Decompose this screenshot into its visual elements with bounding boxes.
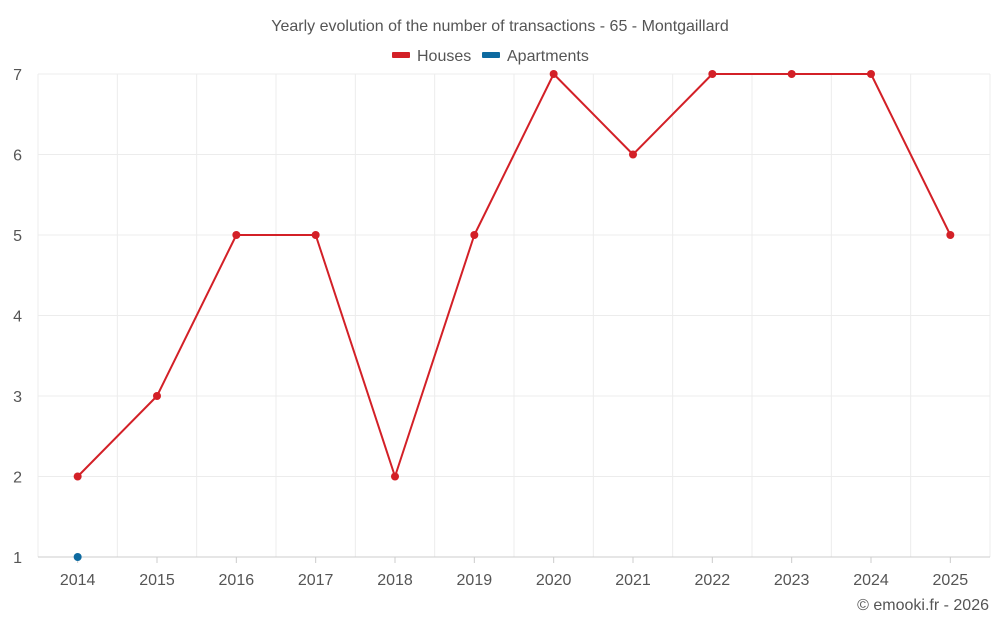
series-layer	[73, 70, 955, 561]
x-tick-label: 2015	[139, 572, 175, 589]
credit-text: © emooki.fr - 2026	[857, 597, 989, 614]
legend-label-houses: Houses	[417, 48, 471, 65]
data-point-houses	[391, 472, 399, 481]
y-tick-label: 4	[13, 309, 22, 326]
y-tick-label: 1	[13, 550, 22, 567]
y-tick-label: 3	[13, 389, 22, 406]
x-tick-label: 2017	[298, 572, 334, 589]
x-tick-label: 2024	[853, 572, 889, 589]
legend: Houses Apartments	[392, 48, 589, 65]
x-tick-label: 2025	[933, 572, 969, 589]
x-tick-label: 2023	[774, 572, 810, 589]
x-tick-label: 2019	[457, 572, 493, 589]
data-point-houses	[549, 70, 558, 78]
x-tick-label: 2018	[377, 572, 413, 589]
y-tick-label: 2	[13, 470, 22, 487]
grid	[37, 73, 991, 557]
legend-label-apartments: Apartments	[507, 48, 589, 65]
data-point-houses	[867, 70, 875, 78]
series-line-houses	[76, 73, 952, 478]
data-point-houses	[787, 70, 796, 78]
data-point-houses	[629, 150, 637, 159]
axes: 1 2 3 4 5 6 7 2014 2015 2016 2017 2018 2019 2020 2021 2…	[13, 67, 990, 589]
x-tick-label: 2020	[536, 572, 572, 589]
data-point-houses	[153, 392, 161, 400]
data-point-houses	[708, 70, 717, 78]
x-tick-label: 2016	[219, 572, 255, 589]
data-point-houses	[311, 231, 320, 239]
y-tick-label: 5	[13, 228, 22, 245]
data-point-houses	[73, 472, 82, 481]
data-point-houses	[470, 231, 479, 239]
y-tick-label: 6	[13, 148, 22, 165]
x-tick-label: 2014	[60, 572, 96, 589]
x-tick-label: 2022	[695, 572, 731, 589]
x-tick-label: 2021	[615, 572, 651, 589]
data-point-houses	[946, 231, 955, 239]
chart-title: Yearly evolution of the number of transa…	[271, 18, 728, 35]
y-tick-label: 7	[13, 67, 22, 84]
legend-swatch-apartments	[482, 52, 500, 58]
data-point-apartments	[73, 553, 82, 561]
legend-swatch-houses	[392, 52, 410, 58]
data-point-houses	[232, 231, 241, 239]
